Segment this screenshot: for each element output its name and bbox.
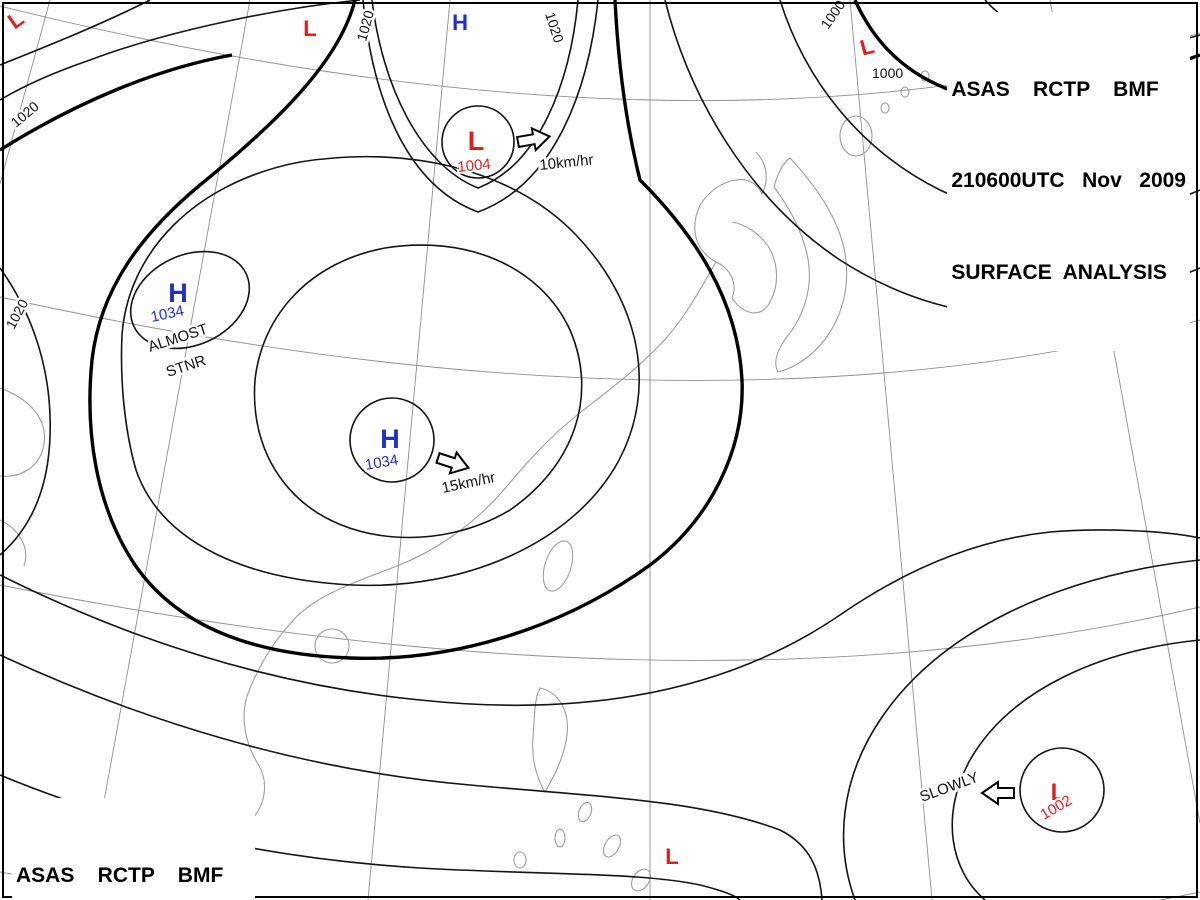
- isobar-southeast-outer: [842, 559, 1200, 900]
- high-motion-line1: ALMOST: [146, 321, 210, 356]
- coastline-philippine-island: [577, 801, 593, 823]
- graticule-meridian: [849, 0, 933, 900]
- coastline-bengal-south: [0, 519, 27, 567]
- graticule-meridian: [85, 0, 251, 900]
- high-spot-symbol: H: [452, 10, 468, 35]
- isobar-value-labels: 1020 1020 1020 1020 1000 1000: [0, 0, 906, 334]
- isobar-trough-inner: [371, 0, 579, 189]
- high-motion-line2: STNR: [164, 352, 208, 381]
- high-symbol: H: [380, 424, 400, 454]
- coastline-philippine-island: [630, 868, 652, 892]
- high-speed: 15km/hr: [440, 469, 497, 497]
- high-center-west: H 1034 ALMOST STNR: [143, 278, 212, 383]
- isobar-label-1000-b: 1000: [872, 65, 903, 81]
- isobar-bold-1020-nw: [0, 53, 233, 152]
- isobar-high-west-ellipse: [129, 250, 251, 350]
- motion-arrow-icon: [515, 124, 553, 154]
- low-motion: SLOWLY: [918, 769, 982, 806]
- chart-title-line1: ASAS RCTP BMF: [951, 77, 1159, 101]
- coastline-china-vietnam: [243, 204, 717, 859]
- coastline-korea: [715, 221, 778, 314]
- graticule-meridian: [0, 0, 51, 185]
- isobar-corner-nw-1: [0, 0, 151, 66]
- isobar-label-1020-topleft: 1020: [8, 98, 42, 130]
- isobar-low-1002-circle: [1019, 747, 1105, 833]
- isobar-southeast-inner: [951, 639, 1200, 900]
- motion-arrow-icon: [433, 446, 473, 480]
- coastline-taiwan: [542, 540, 574, 592]
- isobar-bold-1020-main: [88, 0, 744, 661]
- coastline-philippine-island: [602, 834, 622, 858]
- coastline-kuril-island: [880, 102, 890, 114]
- isobar-south-1: [0, 529, 1200, 707]
- low-spot-symbol: L: [665, 844, 678, 869]
- low-center-southeast: L 1002 SLOWLY: [915, 766, 1077, 825]
- isobar-west-edge: [0, 267, 52, 556]
- high-symbol: H: [168, 278, 188, 308]
- coastline-bengal: [0, 387, 46, 477]
- isobar-high-outer-ring: [120, 155, 641, 587]
- isobar-low-1004-circle: [441, 105, 515, 179]
- coastline-philippine-island: [513, 851, 527, 869]
- isobar-trough-outer: [362, 0, 599, 213]
- coastline-hainan: [314, 628, 350, 664]
- coastline-bohai: [699, 151, 767, 206]
- low-spot-symbol: L: [303, 16, 316, 41]
- low-symbol: L: [1051, 779, 1066, 806]
- isobar-south-2: [0, 654, 823, 900]
- chart-title-bottom-left: ASAS RCTP BMF 210600UTC Nov 2009 SURFACE…: [12, 798, 255, 900]
- high-value: 1034: [149, 302, 185, 326]
- coastline-kuril-island: [900, 86, 910, 98]
- graticule-meridian: [367, 0, 451, 900]
- chart-title-top-right: ASAS RCTP BMF 210600UTC Nov 2009 SURFACE…: [947, 12, 1190, 351]
- low-center-north: L 1004 10km/hr: [455, 124, 597, 178]
- low-symbol: L: [468, 126, 485, 156]
- high-center-main: H 1034 15km/hr: [362, 424, 500, 499]
- isobar-label-1000-a: 1000: [817, 0, 848, 32]
- low-value: 1004: [457, 156, 492, 176]
- motion-arrow-icon: [981, 781, 1015, 805]
- isobar-corner-nw-2: [0, 0, 361, 101]
- coastline-hokkaido: [839, 115, 873, 157]
- coastline-philippine-island: [554, 828, 566, 848]
- low-speed: 10km/hr: [539, 151, 595, 174]
- coastline-japan: [773, 157, 848, 373]
- low-spot-symbol: L: [3, 6, 28, 34]
- isobar-label-1020-trough-right: 1020: [542, 10, 567, 45]
- high-value: 1034: [364, 451, 400, 474]
- isobar-label-1020-trough-left: 1020: [353, 8, 377, 42]
- isobar-high-1034-circle: [349, 397, 435, 483]
- chart-title-line1: ASAS RCTP BMF: [16, 863, 224, 887]
- low-spot-symbol: L: [857, 33, 876, 61]
- chart-title-line2: 210600UTC Nov 2009: [951, 169, 1186, 193]
- isobar-high-middle-ring: [253, 244, 583, 539]
- coastlines: [0, 70, 930, 892]
- chart-title-line3: SURFACE ANALYSIS: [951, 260, 1167, 284]
